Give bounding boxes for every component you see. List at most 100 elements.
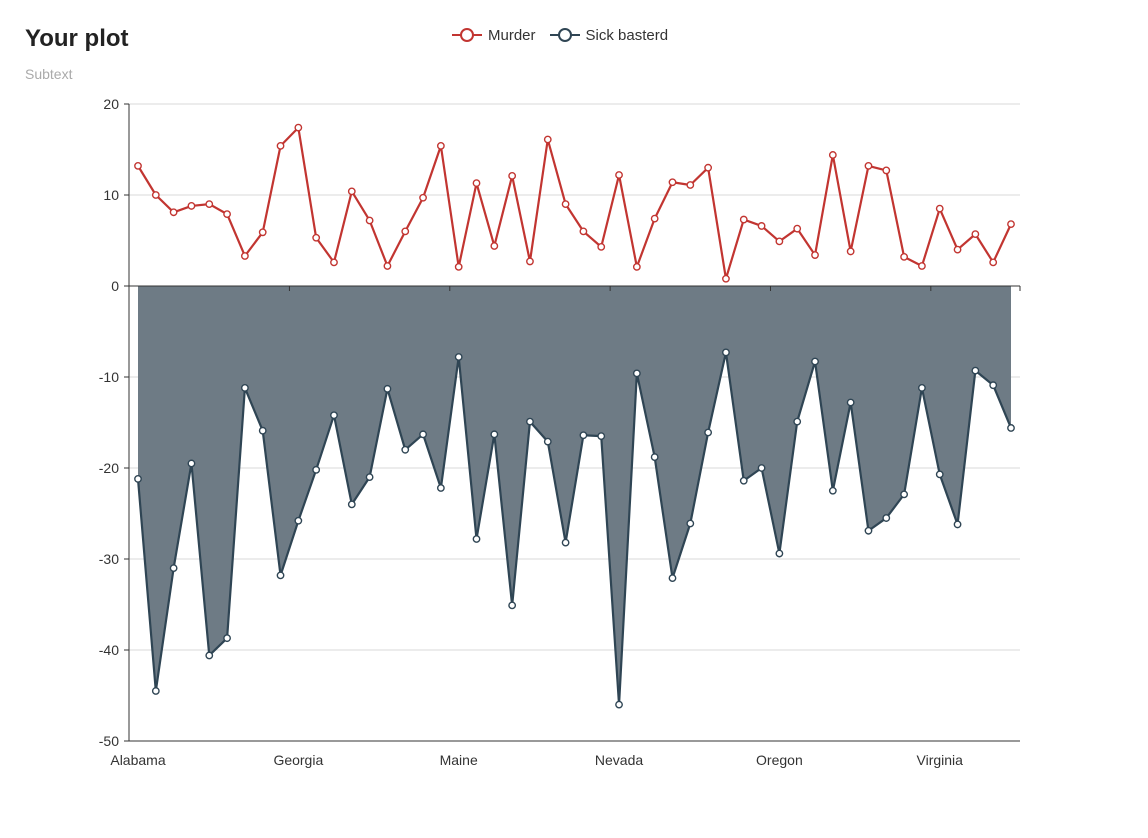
y-tick-label: 0 [111, 278, 119, 294]
sick-basterd-point [508, 601, 517, 610]
sick-basterd-point [151, 687, 160, 695]
murder-point [330, 258, 338, 267]
murder-point [615, 171, 623, 179]
murder-point [134, 161, 142, 170]
sick-basterd-line [136, 351, 1013, 706]
murder-point [757, 222, 766, 230]
murder-point [597, 242, 606, 251]
murder-point [169, 208, 178, 217]
sick-basterd-point [436, 484, 445, 492]
murder-point [561, 200, 570, 209]
x-tick-label: Virginia [917, 752, 964, 768]
murder-point [223, 210, 231, 219]
sick-basterd-point [597, 432, 606, 441]
murder-point [312, 233, 321, 242]
y-tick-label: -40 [99, 642, 119, 658]
sick-basterd-point [258, 426, 267, 435]
murder-point [775, 237, 784, 246]
y-tick-label: 10 [103, 187, 119, 203]
sick-basterd-point [134, 475, 142, 483]
sick-basterd-point [365, 473, 374, 481]
sick-basterd-point [882, 514, 891, 522]
sick-basterd-point [579, 431, 588, 440]
legend-murder-label: Murder [488, 26, 536, 44]
murder-point [846, 247, 855, 256]
murder-point [882, 166, 891, 175]
sick-basterd-point [526, 417, 534, 426]
sick-basterd-point [828, 486, 837, 495]
sick-basterd-point [989, 381, 998, 390]
murder-point [686, 181, 695, 189]
murder-point [900, 252, 909, 261]
murder-point [472, 179, 481, 188]
murder-point [436, 141, 445, 150]
murder-point [953, 245, 962, 254]
sick-basterd-point [383, 384, 392, 393]
legend: Murder Sick basterd [452, 26, 668, 44]
sick-basterd-point [900, 490, 909, 499]
sick-basterd-point [454, 353, 463, 361]
murder-point [526, 257, 534, 266]
x-tick-label: Oregon [756, 752, 803, 768]
murder-point [918, 262, 926, 270]
murder-point [454, 262, 463, 271]
sick-basterd-point [312, 465, 321, 474]
murder-point [151, 191, 160, 199]
y-tick-label: -30 [99, 551, 119, 567]
sick-basterd-point [686, 519, 695, 528]
murder-point [811, 251, 819, 259]
murder-point [632, 262, 641, 271]
murder-point [864, 161, 873, 170]
sick-basterd-point [864, 526, 873, 535]
sick-basterd-point [793, 417, 802, 426]
murder-point [383, 262, 392, 270]
murder-point [739, 215, 748, 224]
sick-basterd-point [561, 538, 570, 547]
murder-point [793, 224, 802, 233]
sick-basterd-point [543, 437, 552, 446]
murder-point [828, 151, 837, 159]
sick-basterd-point [276, 571, 285, 580]
murder-point [508, 171, 517, 180]
sick-basterd-point [971, 366, 980, 375]
sick-basterd-point [347, 500, 356, 509]
sick-basterd-point [240, 384, 249, 392]
murder-point [419, 193, 427, 202]
sick-basterd-point [775, 549, 784, 558]
y-tick-label: -20 [99, 460, 119, 476]
murder-point [722, 274, 730, 283]
sick-basterd-point [811, 357, 819, 366]
sick-basterd-point [953, 520, 962, 529]
murder-point [1007, 220, 1015, 229]
sick-basterd-point [935, 470, 944, 479]
sick-basterd-point [668, 574, 677, 583]
murder-point [668, 178, 677, 187]
sick-basterd-point [472, 535, 481, 543]
murder-point [543, 135, 552, 144]
legend-item-sick-basterd[interactable]: Sick basterd [549, 26, 668, 44]
sick-basterd-point [330, 411, 338, 420]
sick-basterd-point [490, 430, 499, 439]
sick-basterd-point [169, 564, 178, 572]
legend-item-murder[interactable]: Murder [452, 26, 536, 44]
murder-point [401, 227, 410, 236]
x-tick-label: Maine [440, 752, 478, 768]
x-tick-label: Georgia [273, 752, 323, 768]
sick-basterd-area [138, 286, 1011, 705]
sick-basterd-point [632, 369, 641, 378]
y-tick-label: -50 [99, 733, 119, 749]
murder-point [294, 123, 303, 132]
sick-basterd-point [419, 430, 427, 439]
murder-point [187, 202, 196, 210]
y-tick-label: -10 [99, 369, 119, 385]
murder-point [971, 230, 980, 239]
sick-basterd-point [205, 651, 214, 660]
sick-basterd-point [846, 398, 855, 407]
sick-basterd-point [739, 476, 748, 485]
sick-basterd-point [722, 348, 730, 357]
sick-basterd-point [1007, 424, 1015, 432]
sick-basterd-point [187, 459, 196, 468]
chart-title: Your plot [25, 25, 129, 52]
murder-point [240, 252, 249, 260]
